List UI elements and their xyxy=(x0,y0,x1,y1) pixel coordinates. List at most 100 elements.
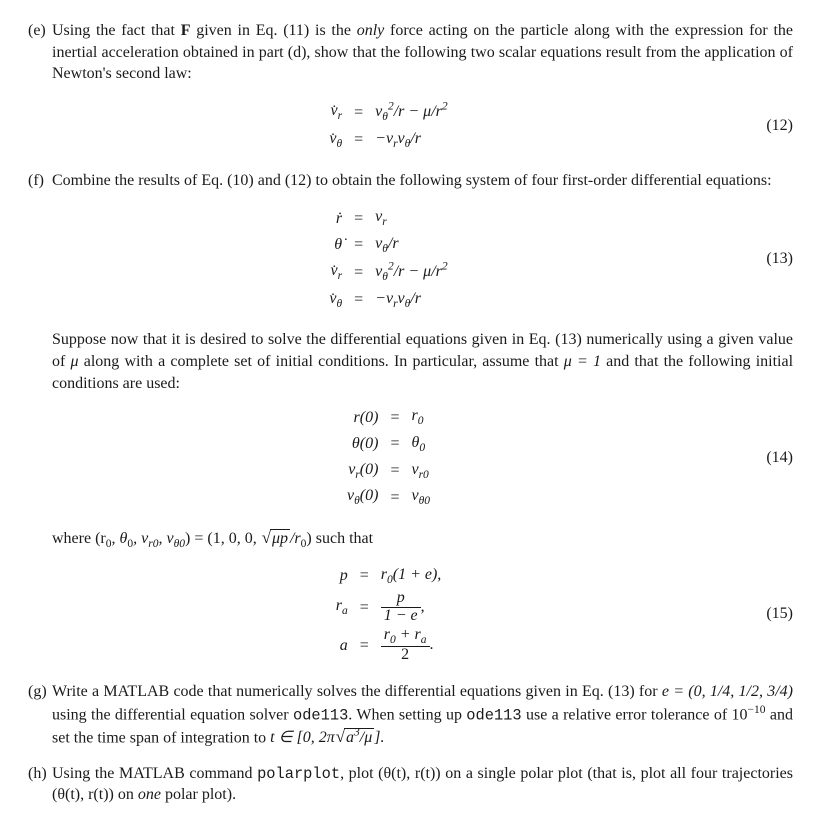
text: use a relative error tolerance of 10 xyxy=(522,706,748,723)
part-h-label: (h) xyxy=(28,763,52,806)
eq-sign: = xyxy=(384,431,405,458)
equation-12-number: (12) xyxy=(749,115,793,137)
ode113: ode113 xyxy=(466,706,521,724)
sym: /r xyxy=(410,130,421,147)
sym-mu-eq: μ = 1 xyxy=(564,353,601,370)
eq-sign: = xyxy=(354,563,375,590)
frac-num: r0 + ra xyxy=(381,627,430,647)
sym: /r − μ/r xyxy=(394,103,442,120)
text: command xyxy=(185,765,257,782)
tspan: t ∈ [0, 2π a3/μ]. xyxy=(270,729,384,746)
sym: a xyxy=(346,729,354,746)
sym-mu: μ xyxy=(71,353,79,370)
sub: θ xyxy=(336,298,342,310)
radicand: a3/μ xyxy=(344,728,374,746)
eq-sign: = xyxy=(348,127,369,154)
sym: −v xyxy=(375,290,393,307)
sym: v xyxy=(411,487,418,504)
sym: v̇ xyxy=(331,102,338,119)
sub: a xyxy=(421,634,427,646)
frac-den: 1 − e xyxy=(381,608,421,625)
sub: r xyxy=(382,216,386,228)
sqrt-icon: μp xyxy=(261,527,290,550)
sub: a xyxy=(342,606,348,618)
eq-sign: = xyxy=(384,404,405,431)
equation-12: v̇r = vθ2/r − μ/r2 v̇θ = −vrvθ/r (12) xyxy=(28,99,793,154)
equation-15-number: (15) xyxy=(749,603,793,625)
eq-sign: = xyxy=(354,626,375,665)
equation-13: ṙ = vr θ̇ = vθ/r v̇r = vθ2/r − μ/r2 v̇θ … xyxy=(28,205,793,313)
intertext-2: where (r0, θ0, vr0, vθ0) = (1, 0, 0, μp/… xyxy=(52,527,793,553)
sub: θ0 xyxy=(174,538,185,550)
part-f-body: Combine the results of Eq. (10) and (12)… xyxy=(52,170,793,192)
equation-13-content: ṙ = vr θ̇ = vθ/r v̇r = vθ2/r − μ/r2 v̇θ … xyxy=(28,205,749,313)
fraction: r0 + ra 2 xyxy=(381,627,430,664)
ode113: ode113 xyxy=(293,706,348,724)
polarplot-cmd: polarplot xyxy=(257,765,340,783)
text: code that numerically solves the differe… xyxy=(169,683,662,700)
equation-15: p = r0(1 + e), ra = p 1 − e , a = xyxy=(28,563,793,665)
sub: 0 xyxy=(418,415,424,427)
eq-sign: = xyxy=(348,259,369,287)
intertext-1: Suppose now that it is desired to solve … xyxy=(52,329,793,394)
sub: r xyxy=(338,111,342,123)
sym: t ∈ [0, 2π xyxy=(270,729,335,746)
frac-den: 2 xyxy=(381,647,430,664)
sub: θ xyxy=(382,111,388,123)
text: given in Eq. (11) is the xyxy=(190,22,356,39)
equation-12-content: v̇r = vθ2/r − μ/r2 v̇θ = −vrvθ/r xyxy=(28,99,749,154)
text: Using the fact that xyxy=(52,22,181,39)
sym: r(0) xyxy=(354,409,379,426)
eq-sign: = xyxy=(348,99,369,127)
radicand: μp xyxy=(270,529,290,547)
sym: (0) xyxy=(360,487,379,504)
sym: v xyxy=(411,461,418,478)
text: along with a complete set of initial con… xyxy=(79,353,564,370)
text: polar plot). xyxy=(161,786,236,803)
sym: a xyxy=(340,637,348,654)
sup: 2 xyxy=(442,261,448,273)
frac-num: p xyxy=(381,590,421,608)
sym: , v xyxy=(159,530,174,547)
sym: v xyxy=(398,290,405,307)
sym: −v xyxy=(375,130,393,147)
sym: , v xyxy=(133,530,148,547)
sym: θ̇ xyxy=(334,236,342,253)
sym: (1 + e), xyxy=(393,566,442,583)
text: Write a xyxy=(52,683,103,700)
sym: ]. xyxy=(374,729,384,746)
equation-13-number: (13) xyxy=(749,248,793,270)
sym: v̇ xyxy=(331,262,338,279)
sub: 0 xyxy=(419,442,425,454)
equation-14: r(0) = r0 θ(0) = θ0 vr(0) = vr0 vθ(0) = … xyxy=(28,404,793,511)
eq-sign: = xyxy=(348,232,369,259)
equation-14-content: r(0) = r0 θ(0) = θ0 vr(0) = vr0 vθ(0) = … xyxy=(28,404,749,511)
matlab-word: MATLAB xyxy=(103,683,169,700)
sqrt-icon: a3/μ xyxy=(335,726,374,749)
part-h: (h) Using the MATLAB command polarplot, … xyxy=(28,763,793,806)
text: . When setting up xyxy=(348,706,466,723)
sym: p xyxy=(340,567,348,584)
tol-exp: −10 xyxy=(748,704,766,716)
part-g: (g) Write a MATLAB code that numerically… xyxy=(28,681,793,749)
sub: r0 xyxy=(419,469,429,481)
part-e-body: Using the fact that F given in Eq. (11) … xyxy=(52,20,793,85)
sym: + r xyxy=(396,626,421,643)
sym: /μ xyxy=(360,729,372,746)
eq-sign: = xyxy=(384,458,405,485)
emph-one: one xyxy=(138,786,161,803)
part-g-body: Write a MATLAB code that numerically sol… xyxy=(52,681,793,749)
part-g-label: (g) xyxy=(28,681,52,749)
sym: θ(0) xyxy=(352,435,379,452)
eq-sign: = xyxy=(348,287,369,314)
sub: θ xyxy=(336,138,342,150)
emph-only: only xyxy=(357,22,385,39)
eq-sign: = xyxy=(348,205,369,232)
sym: v xyxy=(398,130,405,147)
part-e-label: (e) xyxy=(28,20,52,85)
punct: . xyxy=(430,636,434,653)
sym: /r xyxy=(410,290,421,307)
part-f: (f) Combine the results of Eq. (10) and … xyxy=(28,170,793,192)
sub: θ0 xyxy=(419,495,430,507)
punct: , xyxy=(421,598,425,615)
